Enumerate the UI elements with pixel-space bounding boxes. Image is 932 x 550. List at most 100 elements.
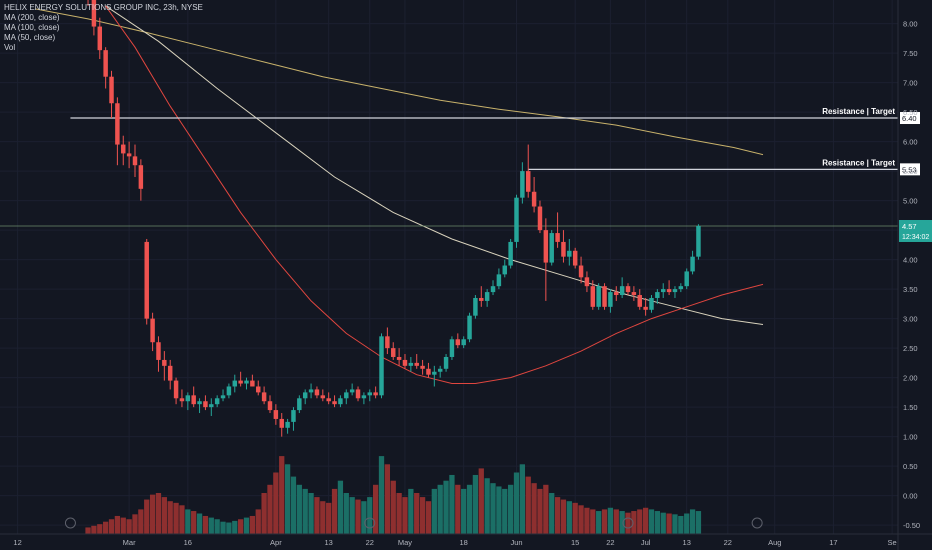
volume-bar [625,512,631,534]
volume-bar [443,480,449,534]
candle-body [203,401,208,408]
volume-bar [472,474,479,534]
bar-countdown-label: 12:34:02 [902,234,929,241]
candle-body [396,356,402,360]
volume-bar [572,502,578,534]
volume-bar [601,509,608,534]
candle-body [338,398,343,405]
volume-bar [607,507,614,534]
level-price-label: 5.53 [902,165,917,174]
volume-bar [642,507,649,534]
time-tick-label: Mar [123,538,136,547]
volume-bar [490,483,496,534]
volume-bar [560,499,567,534]
candle-body [608,292,613,307]
time-tick-label: 22 [366,538,374,547]
candle-body [684,271,689,287]
candle-body [496,274,502,287]
volume-bar [202,515,209,534]
volume-bar [331,488,338,534]
price-tick-label: 2.00 [903,374,918,383]
candle-body [678,286,684,290]
volume-bar [343,493,349,534]
time-tick-label: 12 [13,538,21,547]
ma100-line [105,5,764,325]
volume-bar [666,513,672,534]
volume-bar [549,493,555,534]
candle-body [455,339,461,346]
price-tick-label: 5.50 [903,167,918,176]
volume-bar [513,472,520,534]
candle-body [162,359,167,366]
candle-body [643,306,648,310]
price-tick-label: 3.00 [903,315,918,324]
candle-body [156,342,161,360]
price-tick-label: 0.00 [903,492,918,501]
volume-bar [678,515,684,534]
volume-bar [672,514,678,534]
candle-body [385,336,390,349]
time-tick-label: Apr [270,538,282,547]
volume-bar [431,488,437,534]
candle-body [649,297,654,310]
candle-body [261,392,267,402]
volume-bar [267,484,273,534]
volume-bar [578,505,584,534]
price-tick-label: 8.00 [903,20,918,29]
legend-vol[interactable]: Vol [4,43,16,52]
volume-bar [337,480,344,534]
volume-bar [648,509,655,534]
candle-body [637,295,642,307]
candle-body [426,368,431,375]
volume-bar [437,484,443,534]
price-axis[interactable]: 8.007.507.006.506.005.505.004.504.003.50… [897,0,932,550]
candle-body [549,233,554,263]
volume-bar [478,468,484,534]
candle-body [291,410,296,422]
candle-body [414,362,419,366]
candle-body [355,389,361,399]
candle-body [402,359,408,366]
volume-bar [502,488,508,534]
candle-body [449,339,455,357]
candle-body [690,256,695,272]
candle-body [91,0,97,27]
volume-bar [361,501,367,534]
candle-body [220,395,226,399]
volume-bar [220,521,226,534]
price-tick-label: 7.50 [903,49,918,58]
candle-body [121,144,126,154]
volume-bar [466,484,473,534]
legend-ma50[interactable]: MA (50, close) [4,33,56,42]
current-price-tag [899,219,932,242]
candle-body [373,392,378,396]
time-tick-label: 15 [571,538,579,547]
volume-bar [543,484,549,534]
price-tick-label: 6.00 [903,138,918,147]
volume-bar [214,519,220,534]
candle-body [302,392,308,399]
time-axis[interactable]: 12 Mar 16 Apr 13 22 May 18 Jun 15 22 Jul 13 22 Aug 17 Se [0,533,932,547]
candle-body [167,365,173,381]
volume-bar [537,488,543,534]
candle-body [314,389,320,396]
candle-body [408,362,414,366]
volume-bar [484,478,490,534]
volume-bar [596,511,602,534]
legend-symbol-title[interactable]: HELIX ENERGY SOLUTIONS GROUP INC, 23h, N… [4,3,203,12]
time-tick-label: 13 [325,538,333,547]
candle-body [602,286,607,307]
price-tick-label: 7.00 [903,79,918,88]
volume-bar [384,464,391,534]
legend-ma200[interactable]: MA (200, close) [4,13,60,22]
candle-body [467,315,472,340]
candle-body [361,395,367,399]
candle-body [572,250,578,266]
price-tick-label: 1.50 [903,403,918,412]
candle-body [666,289,672,293]
volume-bar [637,509,643,534]
candle-body [672,289,678,293]
legend-ma100[interactable]: MA (100, close) [4,23,60,32]
time-tick-label: 13 [683,538,691,547]
